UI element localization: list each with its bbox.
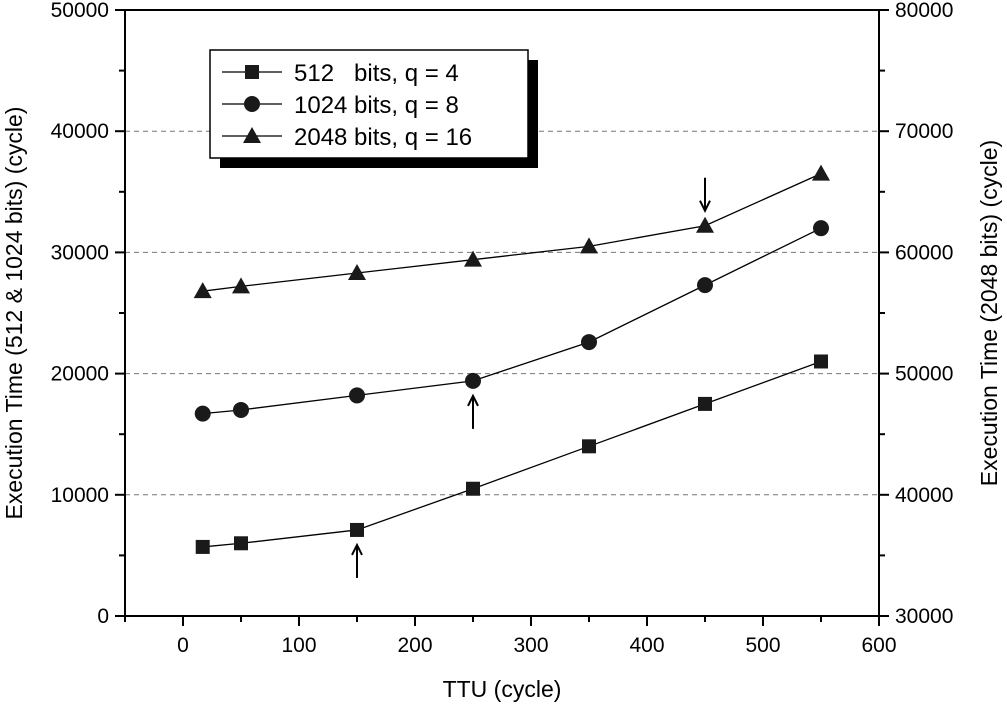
legend-marker-triangle <box>243 127 261 143</box>
y-left-tick-label: 20000 <box>51 363 109 386</box>
legend: 512 bits, q = 4 1024 bits, q = 8 2048 bits… <box>209 49 538 168</box>
data-point-square <box>814 354 828 369</box>
legend-label: 512 bits, q = 4 <box>294 60 459 87</box>
y-right-tick-label: 80000 <box>895 0 953 22</box>
x-tick-label: 0 <box>177 634 189 657</box>
x-tick-label: 600 <box>861 634 896 657</box>
data-point-square <box>234 536 248 551</box>
legend-label: 2048 bits, q = 16 <box>294 124 472 151</box>
arrow-head <box>699 200 711 213</box>
data-point-circle <box>194 405 211 422</box>
arrow-head <box>467 393 479 407</box>
data-point-triangle <box>193 282 212 299</box>
data-point-triangle <box>696 216 714 233</box>
series-line-0 <box>202 360 822 548</box>
y-left-tick-label: 10000 <box>51 484 109 507</box>
data-point-triangle <box>232 277 250 294</box>
legend-marker-circle <box>244 96 260 112</box>
y-axis-right-title: Execution Time (2048 bits) (cycle) <box>976 140 1002 486</box>
y-right-tick-label: 30000 <box>895 605 953 628</box>
data-point-circle <box>465 372 481 389</box>
y-left-tick-label: 50000 <box>51 0 109 22</box>
data-point-circle <box>581 334 597 351</box>
y-axis-left-title: Execution Time (512 & 1024 bits) (cycle) <box>1 107 27 520</box>
x-tick-label: 200 <box>397 634 432 657</box>
data-point-square <box>195 539 210 554</box>
y-right-tick-label: 50000 <box>895 363 953 386</box>
y-left-tick-label: 0 <box>97 605 109 628</box>
series-line-1 <box>202 227 822 415</box>
data-point-triangle <box>812 164 830 181</box>
data-point-triangle <box>464 250 482 267</box>
data-point-circle <box>697 277 713 294</box>
data-point-circle <box>813 220 829 237</box>
data-point-square <box>698 396 712 411</box>
x-tick-label: 400 <box>629 634 664 657</box>
x-axis-title: TTU (cycle) <box>443 676 562 702</box>
arrow-head <box>351 542 363 556</box>
legend-marker-square <box>245 65 259 79</box>
y-left-tick-label: 40000 <box>51 120 109 143</box>
data-point-circle <box>349 387 365 404</box>
x-axis: 0 100 200 300 400 500 600 <box>124 616 897 657</box>
y-right-tick-label: 70000 <box>895 120 953 143</box>
y-axis-right: 30000 40000 50000 60000 70000 80000 <box>879 0 953 628</box>
x-tick-label: 500 <box>745 634 780 657</box>
data-point-circle <box>233 401 249 418</box>
data-point-triangle <box>580 237 598 254</box>
data-point-square <box>350 522 364 537</box>
grid-lines <box>125 130 879 496</box>
data-point-triangle <box>348 264 366 281</box>
y-right-tick-label: 40000 <box>895 484 953 507</box>
annotation-layer <box>351 177 711 578</box>
legend-label: 1024 bits, q = 8 <box>294 92 459 119</box>
y-right-tick-label: 60000 <box>895 241 953 264</box>
x-tick-label: 300 <box>513 634 548 657</box>
y-axis-left: 0 10000 20000 30000 40000 50000 <box>51 0 125 628</box>
data-point-square <box>466 481 480 496</box>
data-point-square <box>582 439 596 454</box>
series-layer <box>193 164 830 554</box>
y-left-tick-label: 30000 <box>51 241 109 264</box>
x-tick-label: 100 <box>281 634 316 657</box>
